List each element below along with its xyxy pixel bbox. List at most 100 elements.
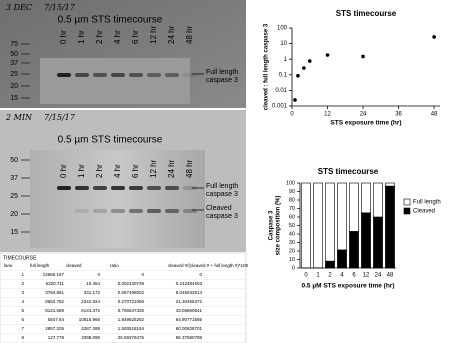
y-tick-label: 100 xyxy=(277,26,288,32)
point xyxy=(325,53,330,57)
bar-segment xyxy=(361,182,371,214)
lane-label: 48 hr xyxy=(185,25,194,44)
table-cell: 15.364 xyxy=(86,281,100,286)
x-tick-label: 48 xyxy=(431,112,438,118)
y-tick-label: 40 xyxy=(289,231,295,237)
y-tick-label: 1 xyxy=(284,57,288,63)
y-tick-label: 10 xyxy=(289,257,295,263)
table-cell: 0 xyxy=(97,272,100,277)
x-axis-label: STS exposure time (hr) xyxy=(330,120,401,127)
ladder-label: 37 xyxy=(10,175,18,182)
membrane xyxy=(30,150,205,248)
table-header: full length xyxy=(30,263,50,268)
band xyxy=(165,186,179,190)
y-tick-label: 30 xyxy=(289,240,295,246)
ladder-label: 25 xyxy=(10,71,18,78)
lane-label: 4 hr xyxy=(113,164,122,178)
x-axis-label: 0.5 µM STS exposure time (hr) xyxy=(302,283,395,290)
bar-segment xyxy=(337,182,347,251)
ladder-label: 20 xyxy=(10,211,18,218)
chart-title: STS timecourse xyxy=(336,9,397,18)
band xyxy=(57,73,71,77)
ladder-label: 37 xyxy=(10,60,18,67)
handwritten-note: 3 DEC xyxy=(6,3,32,12)
table-cell: 5847.64 xyxy=(48,317,65,322)
handwritten-note: 2 MIN xyxy=(5,113,33,122)
table-cell: 3 xyxy=(21,290,24,295)
table-cell: 0.270721056 xyxy=(118,299,145,304)
bar-segment xyxy=(325,260,335,269)
legend-label: Cleaved xyxy=(413,209,435,215)
table-cell: 1.500518194 xyxy=(118,326,145,331)
lane-label: 6 hr xyxy=(131,30,140,44)
table-cell: 7 xyxy=(21,326,24,331)
lane-label: 24 hr xyxy=(167,25,176,44)
band xyxy=(129,73,143,77)
table-cell: 5 xyxy=(21,308,24,313)
y-axis-label: cleaved : full length caspase 3 xyxy=(264,23,270,110)
x-tick-label: 0 xyxy=(304,273,308,279)
table-cell: 8121.589 xyxy=(45,308,64,313)
table-cell: 3784.861 xyxy=(45,290,64,295)
table-cell: 14665.167 xyxy=(43,272,65,277)
table-cell: 21.30455372 xyxy=(176,299,203,304)
band xyxy=(147,209,161,213)
x-tick-label: 1 xyxy=(316,273,320,279)
band-label: Full length xyxy=(206,69,238,76)
table-cell: 8 xyxy=(21,335,24,340)
table-cell: 0.242484503 xyxy=(176,281,203,286)
y-tick-label: 0.001 xyxy=(272,104,288,110)
lane-label: 4 hr xyxy=(113,30,122,44)
table-cell: 1 xyxy=(21,272,24,277)
lane-label: 2 hr xyxy=(95,164,104,178)
ladder-label: 15 xyxy=(10,229,18,236)
lane-label: 24 hr xyxy=(167,159,176,178)
lane-label: 6 hr xyxy=(131,164,140,178)
lane-label: 2 hr xyxy=(95,30,104,44)
band xyxy=(75,209,89,213)
bar-segment xyxy=(349,231,359,269)
band xyxy=(183,186,197,190)
lane-label: 1 hr xyxy=(77,164,86,178)
handwritten-note: 7/15/17 xyxy=(44,3,76,12)
table-cell: 3398.095 xyxy=(81,335,100,340)
ladder-label: 15 xyxy=(10,95,18,102)
table-cell: 4287.288 xyxy=(81,326,100,331)
x-tick-label: 0 xyxy=(290,112,294,118)
bar-segment xyxy=(385,185,395,269)
point xyxy=(296,73,300,78)
table-cell: 331.172 xyxy=(84,290,101,295)
y-axis-label: size composition (%) xyxy=(276,196,282,256)
table-cell: 2 xyxy=(21,281,24,286)
ladder-label: 25 xyxy=(10,193,18,200)
table-cell: 2857.205 xyxy=(45,326,64,331)
lane-label: 12 hr xyxy=(149,25,158,44)
x-tick-label: 6 xyxy=(352,273,356,279)
blot-title: 0.5 µm STS timecourse xyxy=(58,135,163,146)
bar-segment xyxy=(373,216,383,269)
y-tick-label: 80 xyxy=(289,197,295,203)
table-cell: 6144.372 xyxy=(81,308,100,313)
bar-segment xyxy=(313,182,323,269)
table-cell: 43.06860841 xyxy=(176,308,203,313)
table-cell: 0 xyxy=(141,272,144,277)
table-cell: 0.756547326 xyxy=(118,308,145,313)
table-cell: 0.002430739 xyxy=(118,281,145,286)
table-cell: 4 xyxy=(21,299,24,304)
y-tick-label: 0.1 xyxy=(279,72,288,78)
ladder-label: 20 xyxy=(10,83,18,90)
point xyxy=(361,54,365,59)
table-title: TIMECOURSE xyxy=(3,255,37,261)
legend-swatch xyxy=(403,207,411,215)
lane-label: 12 hr xyxy=(149,159,158,178)
band xyxy=(129,186,143,190)
bar-segment xyxy=(373,182,383,218)
band xyxy=(165,73,179,77)
band xyxy=(165,209,179,213)
y-axis-label: Caspase 3 xyxy=(269,210,275,240)
bar-segment xyxy=(337,249,347,269)
y-tick-label: 0.01 xyxy=(275,88,287,94)
band xyxy=(147,73,161,77)
chart-title: STS timecourse xyxy=(318,167,379,176)
blot-title: 0.5 µm STS timecourse xyxy=(58,15,163,26)
